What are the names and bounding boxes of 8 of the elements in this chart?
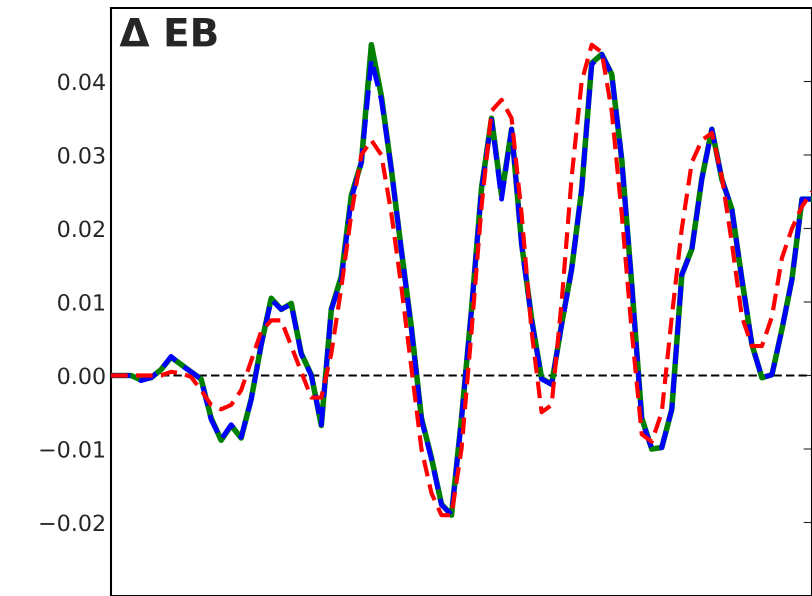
y-tick-label: 0.00: [58, 367, 105, 384]
y-tick-label: 0.04: [58, 73, 105, 90]
y-tick-label: 0.01: [58, 294, 104, 311]
annotation: Δ EB: [120, 18, 217, 46]
y-tick-label: 0.03: [58, 146, 104, 164]
y-tick-label: −0.01: [40, 440, 104, 458]
y-tick-label: 0.02: [58, 220, 104, 238]
y-tick-label: −0.02: [40, 514, 104, 532]
